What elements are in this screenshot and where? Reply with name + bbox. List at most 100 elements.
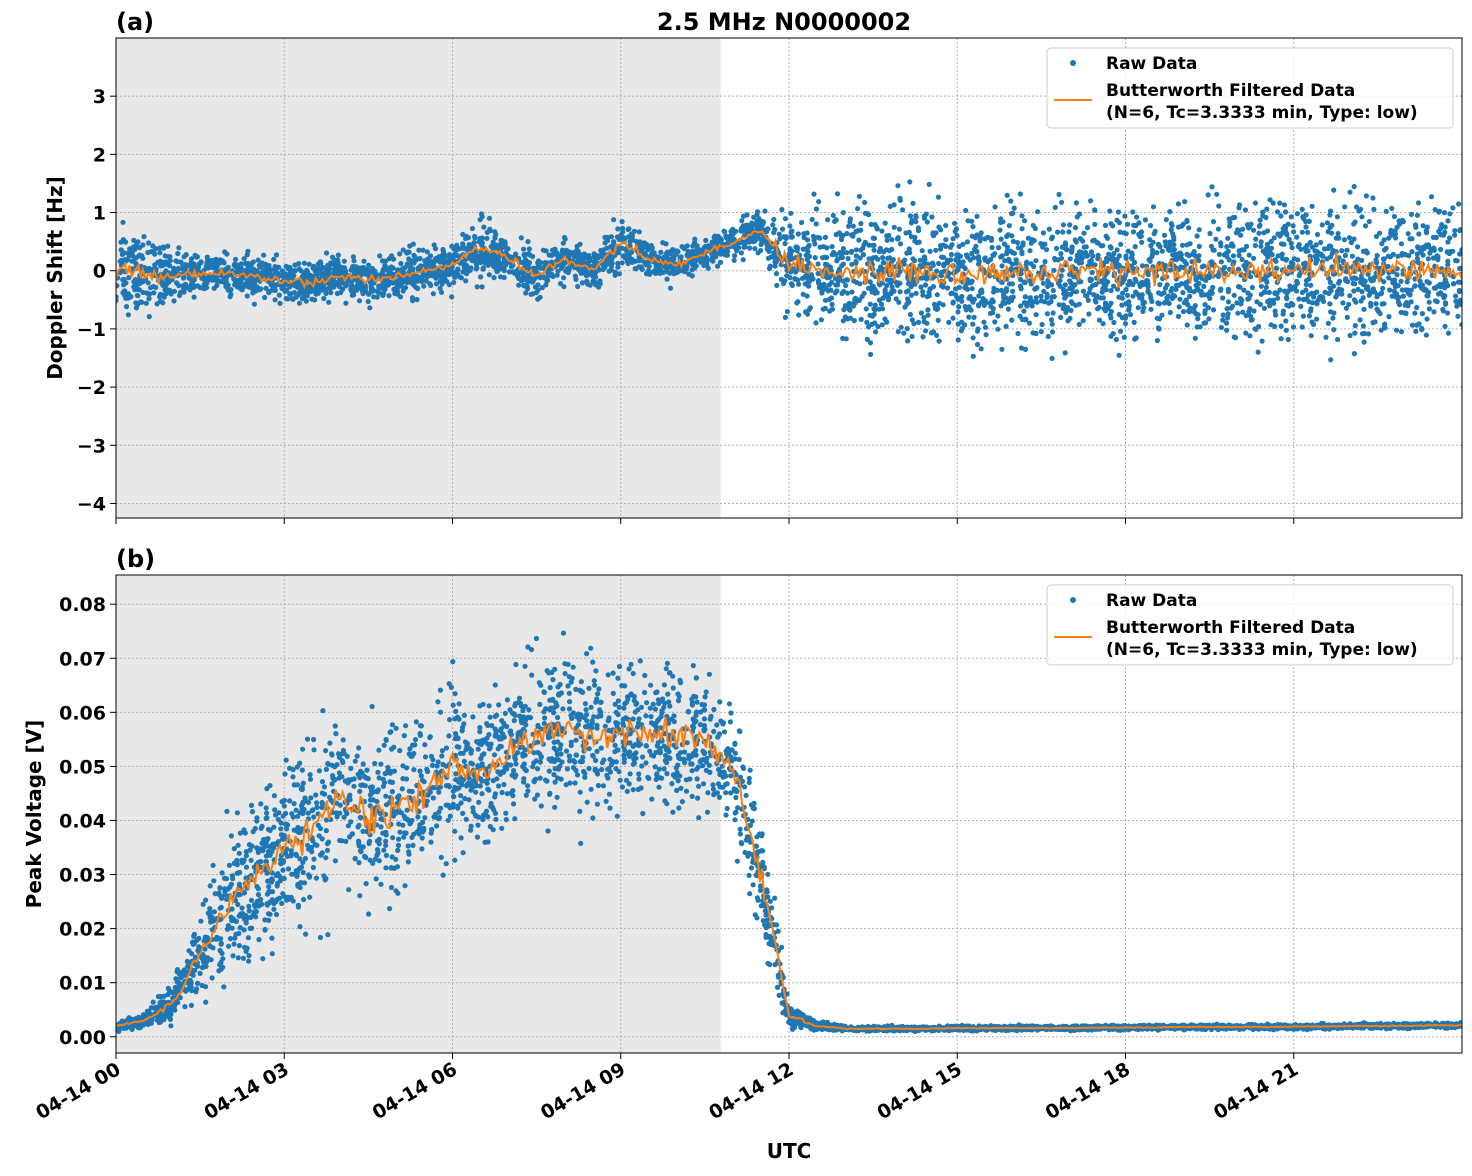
raw-data-point (949, 252, 954, 257)
raw-data-point (601, 783, 606, 788)
raw-data-point (1170, 296, 1175, 301)
raw-data-point (917, 240, 922, 245)
raw-data-point (474, 266, 479, 271)
raw-data-point (796, 282, 801, 287)
raw-data-point (1236, 205, 1241, 210)
raw-data-point (1219, 325, 1224, 330)
raw-data-point (1441, 233, 1446, 238)
raw-data-point (1455, 258, 1460, 263)
raw-data-point (1290, 245, 1295, 250)
raw-data-point (1224, 328, 1229, 333)
raw-data-point (830, 302, 835, 307)
raw-data-point (1303, 245, 1308, 250)
raw-data-point (1311, 322, 1316, 327)
raw-data-point (862, 200, 867, 205)
raw-data-point (1259, 292, 1264, 297)
raw-data-point (335, 257, 340, 262)
raw-data-point (1258, 244, 1263, 249)
raw-data-point (407, 243, 412, 248)
raw-data-point (956, 321, 961, 326)
raw-data-point (711, 252, 716, 257)
raw-data-point (1445, 310, 1450, 315)
raw-data-point (1333, 294, 1338, 299)
raw-data-point (1361, 323, 1366, 328)
raw-data-point (1167, 209, 1172, 214)
raw-data-point (1358, 317, 1363, 322)
raw-data-point (871, 236, 876, 241)
raw-data-point (1207, 275, 1212, 280)
raw-data-point (881, 260, 886, 265)
raw-data-point (1081, 231, 1086, 236)
raw-data-point (386, 293, 391, 298)
raw-data-point (453, 246, 458, 251)
raw-data-point (1441, 281, 1446, 286)
raw-data-point (191, 261, 196, 266)
raw-data-point (886, 295, 891, 300)
raw-data-point (130, 253, 135, 258)
raw-data-point (415, 286, 420, 291)
raw-data-point (785, 309, 790, 314)
raw-data-point (1248, 222, 1253, 227)
raw-data-point (336, 253, 341, 258)
raw-data-point (700, 247, 705, 252)
raw-data-point (1050, 329, 1055, 334)
raw-data-point (1284, 232, 1289, 237)
raw-data-point (1184, 218, 1189, 223)
raw-data-point (1409, 212, 1414, 217)
raw-data-point (912, 258, 917, 263)
raw-data-point (1115, 265, 1120, 270)
raw-data-point (210, 278, 215, 283)
raw-data-point (332, 280, 337, 285)
raw-data-point (1406, 231, 1411, 236)
raw-data-point (1010, 289, 1015, 294)
panel-label: (a) (116, 8, 154, 36)
raw-data-point (1429, 248, 1434, 253)
raw-data-point (864, 306, 869, 311)
raw-data-point (905, 338, 910, 343)
raw-data-point (1404, 300, 1409, 305)
raw-data-point (1051, 268, 1056, 273)
raw-data-point (1216, 226, 1221, 231)
raw-data-point (1059, 256, 1064, 261)
raw-data-point (1209, 184, 1214, 189)
raw-data-point (965, 239, 970, 244)
raw-data-point (1424, 316, 1429, 321)
raw-data-point (160, 300, 165, 305)
raw-data-point (410, 295, 415, 300)
raw-data-point (668, 286, 673, 291)
raw-data-point (247, 262, 252, 267)
raw-data-point (1295, 257, 1300, 262)
raw-data-point (883, 287, 888, 292)
raw-data-point (1164, 217, 1169, 222)
raw-data-point (1019, 213, 1024, 218)
raw-data-point (1280, 252, 1285, 257)
raw-data-point (1062, 296, 1067, 301)
raw-data-point (1329, 223, 1334, 228)
raw-data-point (1456, 201, 1461, 206)
raw-data-point (1143, 217, 1148, 222)
raw-data-point (1353, 300, 1358, 305)
raw-data-point (1286, 337, 1291, 342)
raw-data-point (913, 219, 918, 224)
raw-data-point (482, 254, 487, 259)
raw-data-point (277, 293, 282, 298)
raw-data-point (475, 284, 480, 289)
raw-data-point (590, 279, 595, 284)
raw-data-point (717, 795, 722, 800)
raw-data-point (1081, 318, 1086, 323)
raw-data-point (1240, 227, 1245, 232)
raw-data-point (772, 227, 777, 232)
raw-data-point (954, 252, 959, 257)
raw-data-point (311, 814, 316, 819)
raw-data-point (575, 254, 580, 259)
raw-data-point (910, 317, 915, 322)
raw-data-point (1117, 220, 1122, 225)
raw-data-point (619, 246, 624, 251)
raw-data-point (896, 300, 901, 305)
raw-data-point (1362, 340, 1367, 345)
raw-data-point (289, 291, 294, 296)
raw-data-point (136, 253, 141, 258)
raw-data-point (858, 248, 863, 253)
raw-data-point (611, 217, 616, 222)
raw-data-point (718, 260, 723, 265)
